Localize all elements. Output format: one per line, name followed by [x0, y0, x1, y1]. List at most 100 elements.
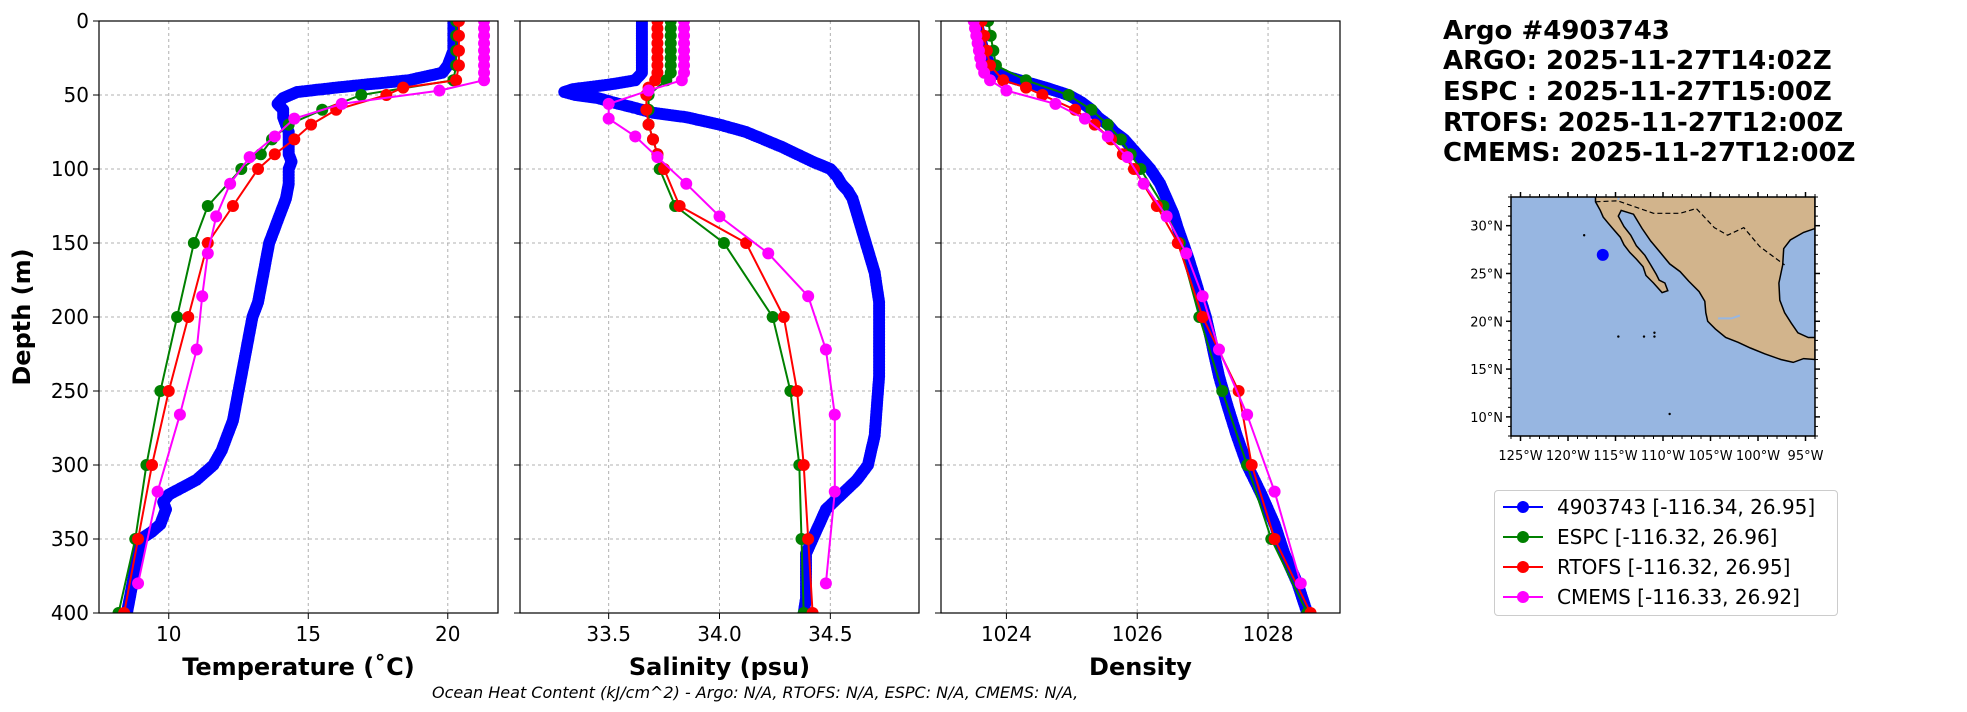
- salinity-point-rtofs: [802, 533, 815, 545]
- temperature-point-rtofs: [288, 133, 301, 146]
- density-frame: [940, 20, 1341, 614]
- density-point-cmems: [1196, 290, 1209, 303]
- map-island: [1653, 331, 1656, 334]
- salinity-point-cmems: [713, 210, 726, 223]
- density-point-espc: [1114, 133, 1127, 146]
- density-point-cmems: [1101, 130, 1114, 143]
- density-point-cmems: [1241, 408, 1254, 421]
- legend-item-rtofs: RTOFS [-116.32, 26.95]: [1501, 553, 1790, 581]
- map-lat-label: 20°N: [1470, 315, 1503, 330]
- map-lat-label: 25°N: [1470, 267, 1503, 282]
- legend-item-argo: 4903743 [-116.34, 26.95]: [1501, 493, 1815, 521]
- temperature-ytick-label: 100: [51, 157, 89, 181]
- density-point-cmems: [1049, 97, 1062, 110]
- temperature-point-rtofs: [146, 459, 159, 471]
- density-point-cmems: [1078, 112, 1091, 125]
- salinity-point-espc: [766, 311, 779, 323]
- temperature-point-rtofs: [252, 163, 265, 175]
- map-lat-label: 30°N: [1470, 220, 1503, 235]
- density-point-cmems: [1212, 343, 1225, 356]
- density-point-rtofs: [1304, 607, 1317, 613]
- salinity-point-cmems: [828, 485, 841, 498]
- temperature-ytick-label: 150: [51, 231, 89, 255]
- temperature-point-cmems: [210, 210, 223, 223]
- salinity-point-cmems: [819, 343, 832, 356]
- title-rtofs-time: RTOFS: 2025-11-27T12:00Z: [1443, 108, 1844, 138]
- legend-label-rtofs: RTOFS [-116.32, 26.95]: [1557, 555, 1791, 579]
- temperature-panel: 0 50 100 150 200 250 300 350 400 10 15 20 Temperatur…: [8, 9, 499, 681]
- salinity-point-rtofs: [777, 311, 790, 323]
- temperature-point-cmems: [190, 343, 203, 356]
- map-lon-label: 110°W: [1641, 449, 1685, 464]
- temperature-point-cmems: [196, 290, 209, 303]
- temperature-point-rtofs: [132, 533, 145, 545]
- temperature-point-rtofs: [450, 74, 463, 87]
- temperature-point-cmems: [268, 130, 281, 143]
- temperature-series-cmems: [132, 21, 491, 590]
- map-river: [1718, 314, 1741, 320]
- density-point-rtofs: [997, 74, 1010, 87]
- salinity-xtick-label: 34.5: [808, 622, 853, 646]
- temperature-xtick-label: 20: [435, 622, 460, 646]
- density-point-cmems: [1180, 247, 1193, 260]
- salinity-point-cmems: [802, 290, 815, 303]
- map-lon-label: 125°W: [1498, 449, 1542, 464]
- map-lon-label: 115°W: [1593, 449, 1637, 464]
- temperature-point-espc: [355, 89, 368, 101]
- legend-marker-cmems: [1517, 591, 1529, 603]
- density-point-rtofs: [1196, 311, 1209, 323]
- map-island: [1668, 412, 1671, 416]
- temperature-ylabel: Depth (m): [8, 248, 36, 385]
- temperature-point-cmems: [433, 84, 446, 97]
- temperature-ytick-label: 0: [76, 9, 89, 33]
- temperature-point-espc: [187, 237, 200, 249]
- temperature-point-espc: [154, 385, 167, 397]
- legend: 4903743 [-116.34, 26.95] ESPC [-116.32, …: [1494, 490, 1838, 616]
- temperature-point-cmems: [151, 485, 164, 498]
- map-lon-label: 100°W: [1736, 449, 1780, 464]
- density-point-cmems: [984, 74, 997, 87]
- temperature-xtick-label: 10: [156, 622, 181, 646]
- temperature-point-rtofs: [452, 59, 465, 72]
- map-colorado-river: [1617, 197, 1620, 201]
- density-point-cmems: [1137, 177, 1150, 190]
- legend-item-espc: ESPC [-116.32, 26.96]: [1501, 523, 1778, 551]
- title-cmems-time: CMEMS: 2025-11-27T12:00Z: [1443, 138, 1856, 168]
- map-island: [1653, 335, 1656, 338]
- legend-marker-argo: [1517, 501, 1529, 513]
- map-land-mainland: [1594, 197, 1815, 364]
- legend-label-argo: 4903743 [-116.34, 26.95]: [1557, 495, 1816, 519]
- density-point-cmems: [1160, 210, 1173, 223]
- salinity-point-cmems: [828, 408, 841, 421]
- map-border: [1595, 200, 1785, 266]
- temperature-point-cmems: [173, 408, 186, 421]
- map-lon-label: 95°W: [1788, 449, 1824, 464]
- temperature-point-rtofs: [305, 118, 318, 131]
- temperature-point-rtofs: [452, 44, 465, 57]
- salinity-point-cmems: [680, 177, 693, 190]
- salinity-frame: [519, 20, 920, 614]
- temperature-line-cmems: [137, 21, 485, 584]
- temperature-point-rtofs: [452, 29, 465, 42]
- temperature-xlabel: Temperature (˚C): [182, 653, 415, 681]
- density-point-cmems: [1294, 577, 1307, 590]
- temperature-point-espc: [254, 148, 267, 161]
- map-lon-label: 120°W: [1546, 449, 1590, 464]
- temperature-series-4903743: [120, 21, 460, 613]
- salinity-point-cmems: [651, 151, 664, 164]
- temperature-frame: [98, 20, 499, 614]
- salinity-point-cmems: [629, 130, 642, 143]
- temperature-point-rtofs: [182, 311, 195, 323]
- temperature-ytick-label: 200: [51, 305, 89, 329]
- map-island: [1642, 335, 1646, 338]
- temperature-xtick-label: 15: [296, 622, 321, 646]
- density-point-rtofs: [1036, 89, 1049, 101]
- map-lat-label: 10°N: [1470, 411, 1503, 426]
- salinity-xlabel: Salinity (psu): [629, 653, 810, 681]
- temperature-point-rtofs: [452, 21, 465, 27]
- salinity-point-cmems: [602, 112, 615, 125]
- temperature-point-espc: [171, 311, 184, 323]
- salinity-series-rtofs: [640, 21, 819, 613]
- temperature-point-rtofs: [268, 148, 281, 161]
